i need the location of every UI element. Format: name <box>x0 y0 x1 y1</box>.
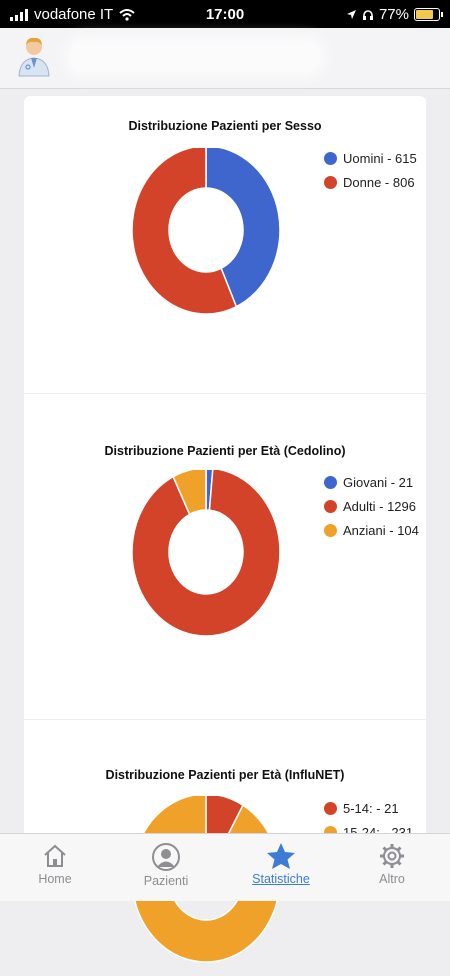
legend-swatch-icon <box>324 151 337 165</box>
legend-item: 5-14: - 21 <box>324 796 413 820</box>
pie-slice <box>131 470 281 637</box>
battery-icon <box>414 8 443 21</box>
gear-icon <box>380 844 404 868</box>
chart-title: Distribuzione Pazienti per Età (InfluNET… <box>105 768 345 782</box>
tab-pazienti[interactable]: Pazienti <box>121 842 211 888</box>
legend-swatch-icon <box>324 523 337 537</box>
pie-slice <box>131 148 238 315</box>
chart-legend: Uomini - 615 Donne - 806 <box>324 146 417 194</box>
legend-item: Uomini - 615 <box>324 146 417 170</box>
signal-icon <box>10 8 28 21</box>
legend-item: Donne - 806 <box>324 170 417 194</box>
tab-label: Altro <box>379 872 405 886</box>
headphones-icon <box>362 9 373 20</box>
doctor-avatar-icon[interactable] <box>14 34 54 78</box>
battery-percent: 77% <box>378 6 409 23</box>
chart-card-sex: Distribuzione Pazienti per Sesso Uomini … <box>24 96 426 393</box>
star-icon <box>267 843 295 869</box>
chart-title: Distribuzione Pazienti per Età (Cedolino… <box>104 444 346 458</box>
legend-swatch-icon <box>324 175 337 189</box>
legend-item: Anziani - 104 <box>324 518 419 542</box>
legend-swatch-icon <box>324 801 337 815</box>
carrier-name: vodafone IT <box>34 6 114 23</box>
tab-bar: Home Pazienti Statistiche Altro <box>0 833 450 901</box>
legend-swatch-icon <box>324 475 337 489</box>
user-name-redacted <box>70 42 320 72</box>
pie-slice <box>205 148 281 308</box>
wifi-icon <box>119 8 135 21</box>
chart-legend: Giovani - 21 Adulti - 1296 Anziani - 104 <box>324 470 419 542</box>
donut-chart-age-cedolino <box>131 470 281 637</box>
tab-altro[interactable]: Altro <box>347 842 437 886</box>
pie-slice <box>172 470 207 516</box>
home-icon <box>44 844 66 867</box>
tab-statistiche[interactable]: Statistiche <box>236 842 326 886</box>
donut-chart-sex <box>131 148 281 315</box>
clock: 17:00 <box>205 6 245 23</box>
chart-card-age-cedolino: Distribuzione Pazienti per Età (Cedolino… <box>24 394 426 719</box>
tab-label: Pazienti <box>143 874 189 888</box>
chart-card-age-influnet: Distribuzione Pazienti per Età (InfluNET… <box>24 720 426 963</box>
app-header <box>0 28 450 89</box>
legend-swatch-icon <box>324 499 337 513</box>
tab-label: Home <box>38 872 72 886</box>
tab-label: Statistiche <box>252 872 310 886</box>
location-icon <box>346 10 356 19</box>
chart-title: Distribuzione Pazienti per Sesso <box>128 119 322 133</box>
legend-item: Giovani - 21 <box>324 470 419 494</box>
tab-home[interactable]: Home <box>10 842 100 886</box>
user-icon <box>152 843 180 871</box>
status-bar: vodafone IT 17:00 77% <box>0 0 450 28</box>
legend-item: Adulti - 1296 <box>324 494 419 518</box>
